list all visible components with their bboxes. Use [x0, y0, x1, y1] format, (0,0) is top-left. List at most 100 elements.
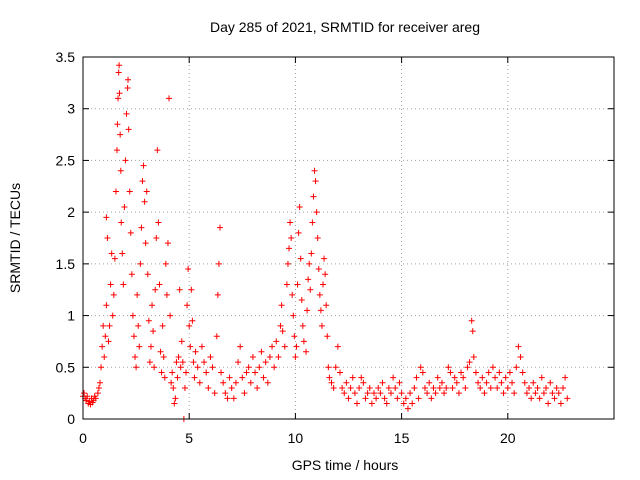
data-point [402, 395, 409, 402]
data-point [281, 343, 288, 350]
data-point [125, 126, 132, 133]
data-point [379, 379, 386, 386]
data-point [453, 379, 460, 386]
data-point [387, 390, 394, 397]
data-point [298, 297, 305, 304]
data-point [330, 384, 337, 391]
data-point [310, 193, 317, 200]
data-point [460, 374, 467, 381]
data-point [547, 379, 554, 386]
data-point [409, 400, 416, 407]
y-axis-ticks: 0 0.5 1 1.5 2 2.5 3 3.5 [56, 49, 614, 427]
data-point [445, 364, 452, 371]
data-point [147, 343, 154, 350]
data-point [521, 379, 528, 386]
data-point [313, 209, 320, 216]
data-point [222, 390, 229, 397]
data-point [441, 390, 448, 397]
data-point [172, 395, 179, 402]
data-point [279, 328, 286, 335]
data-point [315, 266, 322, 273]
x-tick-label: 20 [500, 430, 516, 446]
data-point [421, 384, 428, 391]
data-point [415, 395, 422, 402]
data-point [307, 286, 314, 293]
data-point [413, 374, 420, 381]
data-point [356, 384, 363, 391]
data-point [264, 379, 271, 386]
data-point [105, 338, 112, 345]
data-point [181, 384, 188, 391]
data-point [436, 384, 443, 391]
data-point [135, 322, 142, 329]
data-point [515, 343, 522, 350]
data-point [288, 235, 295, 241]
data-point [235, 359, 242, 366]
data-point [297, 255, 304, 262]
data-point [262, 359, 269, 366]
data-point [375, 384, 382, 391]
data-point [291, 333, 298, 340]
data-point [220, 379, 227, 386]
data-point [438, 379, 445, 386]
data-point [483, 379, 490, 386]
data-point [153, 235, 160, 241]
data-point [394, 395, 401, 402]
data-point [312, 178, 319, 185]
data-point [485, 369, 492, 376]
data-point [400, 400, 407, 407]
data-point [345, 395, 352, 402]
data-point [214, 291, 221, 298]
data-point [513, 364, 520, 371]
data-point [294, 281, 301, 288]
data-point [86, 398, 93, 405]
data-point [551, 395, 558, 402]
data-point [189, 317, 196, 324]
data-point [349, 374, 356, 381]
data-point [532, 390, 539, 397]
data-point [130, 333, 137, 340]
data-point [334, 343, 341, 350]
data-point [215, 260, 222, 267]
data-point [314, 235, 321, 241]
data-point [366, 384, 373, 391]
data-point [449, 384, 456, 391]
data-point [256, 364, 263, 371]
data-point [118, 219, 125, 226]
data-point [107, 281, 114, 288]
data-point [351, 390, 358, 397]
data-point [129, 312, 136, 319]
data-point [162, 260, 169, 267]
data-point [316, 291, 323, 298]
data-point [103, 214, 110, 221]
data-point [323, 302, 330, 309]
data-point [258, 348, 265, 355]
data-point [125, 76, 132, 83]
data-point [396, 379, 403, 386]
data-point [362, 395, 369, 402]
data-point [241, 390, 248, 397]
data-point [245, 364, 252, 371]
data-point [114, 121, 121, 128]
data-point [142, 240, 149, 247]
data-point [112, 188, 119, 195]
data-point [278, 302, 285, 309]
data-point [184, 302, 191, 309]
data-point [347, 384, 354, 391]
data-point [289, 291, 296, 298]
data-point [426, 379, 433, 386]
data-point [187, 343, 194, 350]
data-point [458, 369, 465, 376]
data-point [328, 379, 335, 386]
data-point [318, 322, 325, 329]
data-point [96, 379, 103, 386]
data-point [273, 338, 280, 345]
data-point [553, 384, 560, 391]
data-point [300, 338, 307, 345]
data-point [177, 364, 184, 371]
data-point [494, 384, 501, 391]
data-point [466, 359, 473, 366]
data-point [475, 379, 482, 386]
data-point [481, 390, 488, 397]
